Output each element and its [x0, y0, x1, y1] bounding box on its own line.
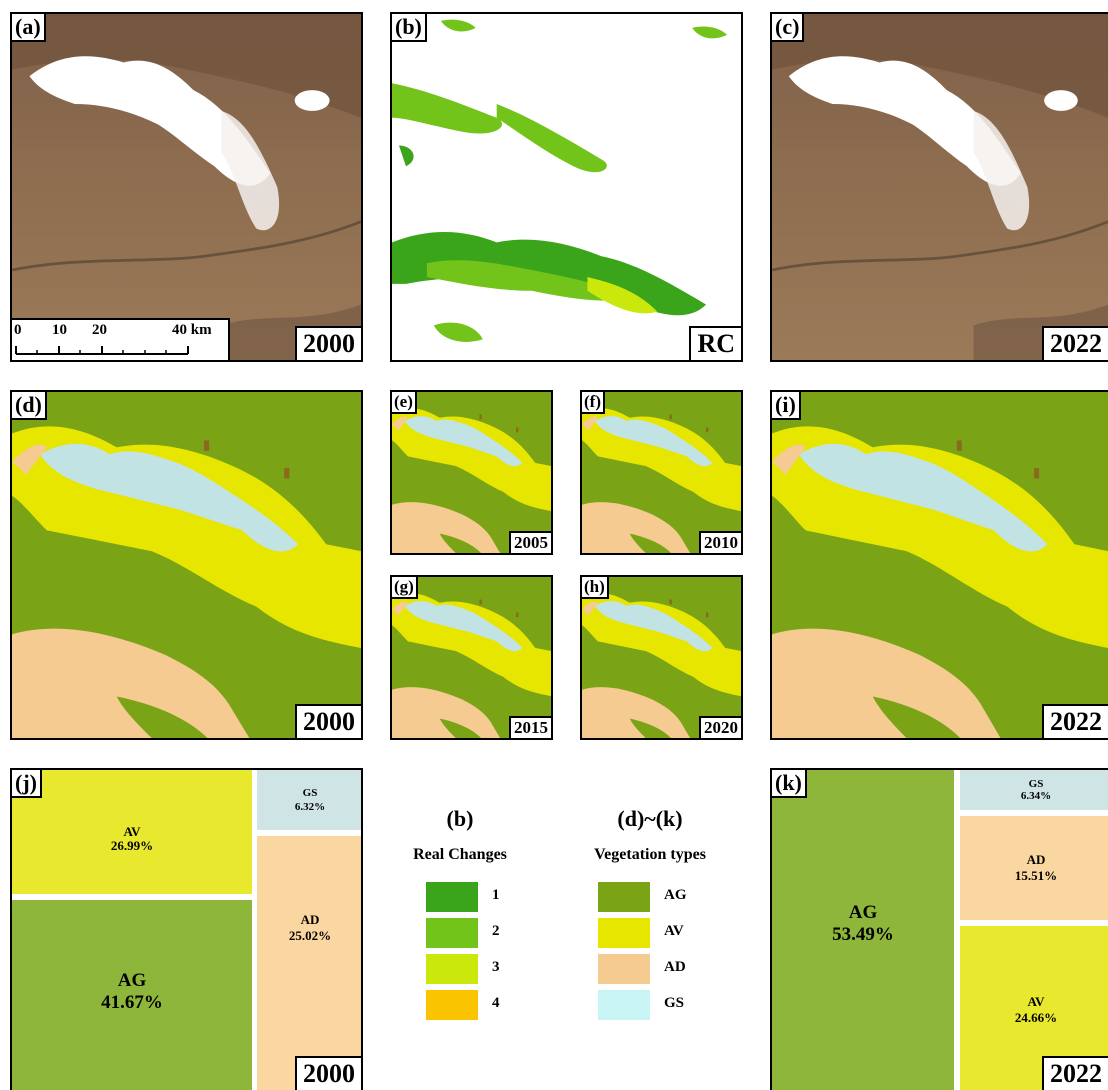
year-label: 2010 [699, 531, 741, 553]
vegetation-map-2005: (e) 2005 [390, 390, 553, 555]
vegetation-classification [582, 392, 741, 553]
treemap-cell-ag: AG 41.67% [12, 900, 252, 1090]
satellite-imagery [12, 14, 361, 360]
legend-label: GS [664, 995, 685, 1011]
year-label: 2000 [295, 704, 361, 738]
vegetation-map-2015: (g) 2015 [390, 575, 553, 740]
legend-right-head: (d)~(k) [617, 806, 683, 831]
legend-label: AV [664, 923, 684, 939]
treemap-name: AV [1027, 994, 1045, 1009]
vegetation-classification [12, 392, 361, 738]
satellite-imagery [772, 14, 1108, 360]
vegetation-map-2022: (i) 2022 [770, 390, 1108, 740]
vegetation-classification [582, 577, 741, 738]
panel-label: (f) [582, 392, 605, 414]
scale-tick-label: 40 km [172, 322, 212, 338]
panel-label: (h) [582, 577, 609, 599]
scale-bar: 0 10 20 40 km [12, 318, 230, 360]
legend-left-title: Real Changes [413, 846, 507, 863]
treemap-cell-ad: AD 25.02% [257, 836, 361, 1090]
legend-left-head: (b) [446, 806, 474, 831]
legend-swatch [426, 918, 478, 948]
panel-label: (e) [392, 392, 417, 414]
map-tag: RC [689, 326, 741, 360]
treemap-2000: AV 26.99% GS 6.32% AG 41.67% AD 25.02% (… [10, 768, 363, 1090]
vegetation-map-2010: (f) 2010 [580, 390, 743, 555]
treemap-name: AG [117, 970, 147, 991]
year-label: 2000 [295, 326, 361, 360]
satellite-image-2000: (a) 0 10 20 40 km 2000 [10, 12, 363, 362]
satellite-image-2022: (c) 2022 [770, 12, 1108, 362]
year-label: 2015 [509, 716, 551, 738]
scale-tick-label: 10 [52, 322, 67, 338]
year-label: 2022 [1042, 1056, 1108, 1090]
legend-label: 3 [492, 959, 500, 975]
legend-label: 4 [492, 995, 500, 1011]
treemap-percent: 53.49% [832, 924, 894, 945]
panel-label: (k) [772, 770, 807, 798]
panel-label: (j) [12, 770, 42, 798]
legend-label: 1 [492, 887, 500, 903]
legend: (b) Real Changes (d)~(k) Vegetation type… [380, 768, 760, 1090]
panel-label: (b) [392, 14, 427, 42]
legend-swatch [598, 882, 650, 912]
year-label: 2022 [1042, 326, 1108, 360]
treemap-percent: 6.32% [294, 801, 326, 813]
treemap-cell-gs: GS 6.32% [257, 770, 361, 830]
treemap-name: AD [300, 912, 320, 927]
treemap-cell-ag: AG 53.49% [772, 770, 954, 1090]
panel-label: (c) [772, 14, 805, 42]
legend-swatch [426, 990, 478, 1020]
real-change-map: (b) RC [390, 12, 743, 362]
treemap-percent: 25.02% [288, 928, 332, 943]
legend-swatch [598, 990, 650, 1020]
vegetation-map-2020: (h) 2020 [580, 575, 743, 740]
scale-bar-ticks [15, 346, 189, 355]
treemap-name: AD [1026, 852, 1046, 867]
scale-tick-label: 20 [92, 322, 107, 338]
treemap-percent: 15.51% [1014, 868, 1058, 883]
year-label: 2000 [295, 1056, 361, 1090]
year-label: 2005 [509, 531, 551, 553]
treemap-name: GS [302, 787, 318, 799]
treemap-name: AV [123, 824, 141, 839]
treemap-percent: 41.67% [101, 992, 163, 1013]
treemap-2022: AG 53.49% GS 6.34% AD 15.51% AV 24.66% (… [770, 768, 1108, 1090]
treemap-percent: 26.99% [110, 838, 154, 853]
vegetation-map-2000: (d) 2000 [10, 390, 363, 740]
legend-swatch [426, 954, 478, 984]
vegetation-classification [772, 392, 1108, 738]
panel-label: (a) [12, 14, 46, 42]
treemap-percent: 6.34% [1020, 790, 1052, 802]
vegetation-classification [392, 577, 551, 738]
scale-tick-label: 0 [14, 322, 22, 338]
legend-label: 2 [492, 923, 500, 939]
year-label: 2020 [699, 716, 741, 738]
legend-swatch [598, 918, 650, 948]
vegetation-classification [392, 392, 551, 553]
treemap-cell-gs: GS 6.34% [960, 770, 1108, 810]
panel-label: (g) [392, 577, 418, 599]
legend-label: AG [664, 887, 687, 903]
treemap-name: AG [848, 902, 878, 923]
year-label: 2022 [1042, 704, 1108, 738]
legend-swatch [426, 882, 478, 912]
treemap-name: GS [1028, 778, 1044, 790]
panel-label: (i) [772, 392, 801, 420]
treemap-cell-ad: AD 15.51% [960, 816, 1108, 920]
treemap-cell-av: AV 26.99% [12, 770, 252, 894]
legend-swatch [598, 954, 650, 984]
change-map [392, 14, 741, 360]
legend-right-title: Vegetation types [594, 846, 706, 863]
treemap-percent: 24.66% [1014, 1010, 1058, 1025]
legend-label: AD [664, 959, 686, 975]
panel-label: (d) [12, 392, 47, 420]
